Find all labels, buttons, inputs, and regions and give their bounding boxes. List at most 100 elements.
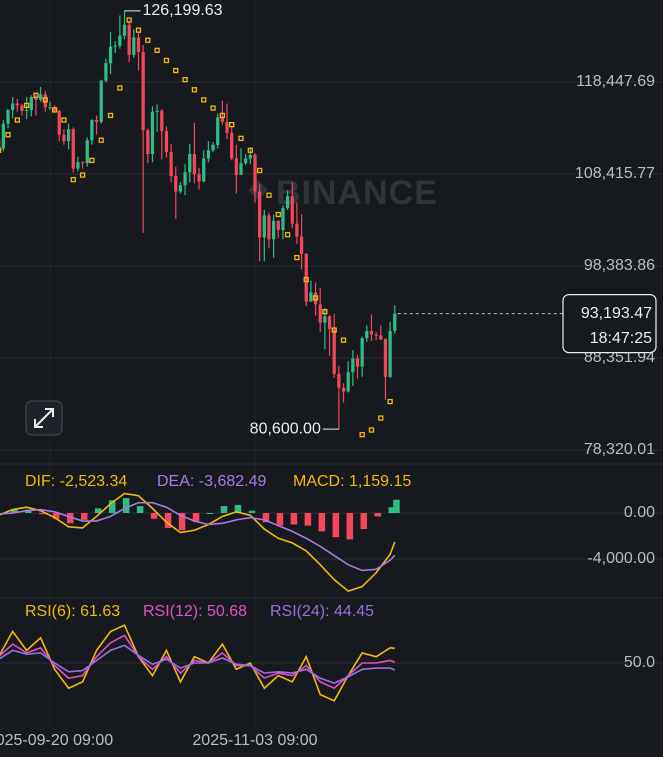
sar-dot	[42, 97, 48, 103]
sar-dot	[340, 337, 347, 343]
sar-dot	[61, 117, 67, 123]
candle-body	[66, 129, 71, 142]
candle-body	[197, 174, 201, 182]
y-tick-label: 98,383.86	[584, 257, 655, 274]
candle-body	[146, 130, 150, 154]
candle-body	[34, 97, 38, 100]
last-price-label: 93,193.47	[581, 305, 652, 322]
candle-body	[39, 94, 43, 100]
candle-body	[57, 110, 61, 135]
sar-dot	[201, 97, 207, 103]
candle-body	[178, 185, 183, 192]
candle-body	[225, 121, 229, 133]
candle-body	[374, 334, 378, 336]
macd-bar	[304, 512, 312, 526]
legend-label: RSI(24): 44.45	[270, 603, 374, 620]
macd-bar	[164, 512, 172, 528]
macd-bar	[262, 512, 270, 523]
candle-body	[267, 215, 271, 240]
sar-dot	[0, 147, 2, 153]
candle-body	[262, 215, 266, 238]
macd-bar	[206, 512, 214, 514]
candle-body	[52, 107, 57, 111]
sar-dot	[14, 117, 20, 123]
watermark-logo	[248, 180, 268, 200]
countdown-label: 18:47:25	[590, 330, 652, 347]
candle-body	[127, 24, 131, 55]
sar-dot	[294, 254, 300, 261]
candle-body	[365, 330, 369, 339]
macd-bar	[248, 510, 256, 513]
candle-body	[313, 292, 318, 305]
sar-dot	[229, 121, 235, 128]
sar-dot	[173, 67, 179, 74]
macd-bar	[108, 500, 116, 513]
candle-body	[281, 208, 285, 231]
indicator-line	[0, 644, 396, 685]
sar-dot	[70, 176, 76, 183]
candle-body	[388, 330, 392, 377]
sar-dot	[359, 431, 365, 438]
sar-dot	[107, 112, 114, 119]
legend-label: DIF: -2,523.34	[25, 473, 127, 490]
candle-body	[192, 153, 197, 175]
macd-bar	[178, 512, 186, 531]
candle-body	[104, 63, 108, 81]
macd-bar	[234, 504, 242, 513]
candle-body	[150, 111, 155, 154]
candle-body	[141, 52, 145, 131]
candle-body	[393, 313, 397, 331]
indicator-line	[0, 624, 395, 702]
annotation-label: 126,199.63	[143, 2, 223, 19]
sar-dot	[312, 295, 319, 301]
candle-body	[25, 109, 29, 111]
y-tick-label: 118,447.69	[576, 73, 655, 90]
candle-body	[383, 339, 388, 377]
sar-dot	[5, 132, 11, 138]
sar-dot	[275, 211, 281, 218]
sar-dot	[24, 102, 30, 109]
legend-label: RSI(6): 61.63	[25, 603, 120, 620]
candle-body	[318, 304, 322, 323]
sar-dot	[182, 77, 188, 83]
sar-dot	[303, 276, 309, 283]
candle-body	[11, 103, 15, 110]
candle-body	[337, 374, 341, 388]
macd-bar	[94, 508, 102, 513]
macd-bar	[360, 512, 368, 530]
candle-body	[290, 196, 294, 224]
sar-dot	[145, 37, 151, 43]
candle-body	[211, 144, 215, 151]
candle-body	[164, 131, 169, 153]
candle-body	[108, 46, 113, 64]
candle-body	[271, 220, 276, 240]
candle-body	[220, 117, 224, 122]
last-price-box	[562, 294, 657, 354]
candle-body	[309, 292, 313, 302]
candle-body	[346, 372, 350, 392]
macd-bar	[192, 512, 200, 523]
candle-body	[43, 94, 47, 108]
annotation-label: 80,600.00	[250, 420, 321, 437]
watermark: BINANCE	[248, 174, 437, 212]
y-tick-label: 50.0	[624, 654, 655, 671]
candle-body	[341, 387, 346, 392]
macd-bar	[290, 512, 298, 525]
candle-body	[230, 132, 234, 159]
macd-bar	[80, 512, 88, 520]
y-tick-label: 0.00	[624, 504, 655, 521]
expand-button[interactable]	[25, 400, 63, 436]
candle-body	[285, 196, 290, 209]
candle-body	[160, 110, 164, 132]
candle-body	[276, 220, 280, 231]
sar-dot	[154, 47, 160, 53]
candle-body	[351, 358, 355, 373]
sar-dot	[89, 157, 95, 164]
candle-body	[169, 152, 173, 176]
macd-bar	[374, 512, 382, 517]
candle-body	[94, 120, 99, 122]
macd-bar	[66, 512, 74, 524]
candle-body	[355, 358, 360, 367]
